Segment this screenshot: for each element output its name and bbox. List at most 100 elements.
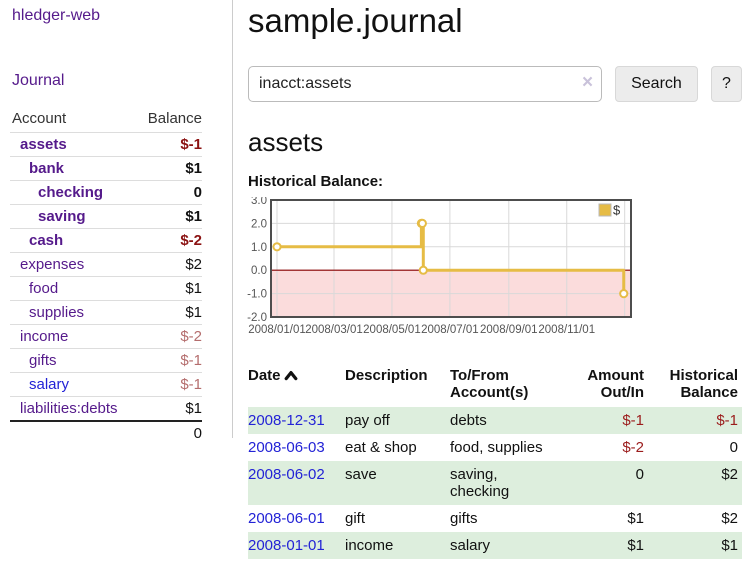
- clear-search-icon[interactable]: ×: [582, 72, 594, 93]
- account-link[interactable]: saving: [38, 208, 86, 225]
- transaction-description: gift: [345, 510, 366, 527]
- accounts-table-header: Account Balance: [10, 108, 202, 133]
- account-link[interactable]: expenses: [20, 256, 85, 273]
- account-link[interactable]: salary: [29, 376, 70, 393]
- page-title: sample.journal: [248, 2, 463, 39]
- account-balance: $1: [136, 300, 202, 325]
- search-button[interactable]: Search: [615, 66, 698, 102]
- transaction-description: income: [345, 537, 394, 554]
- transaction-historical-balance: 0: [729, 439, 738, 456]
- account-link[interactable]: assets: [20, 136, 67, 153]
- transaction-amount: $1: [627, 537, 644, 554]
- account-balance: 0: [136, 180, 202, 205]
- transaction-historical-balance: $2: [721, 510, 738, 527]
- account-row: income $-2: [10, 324, 202, 349]
- account-balance: $1: [136, 156, 202, 181]
- transaction-historical-balance: $-1: [716, 412, 738, 429]
- x-tick-label: 2008/07/01: [421, 324, 479, 336]
- app-brand-link[interactable]: hledger-web: [12, 7, 101, 24]
- account-row: salary $-1: [10, 372, 202, 397]
- accounts-total-row: 0: [10, 420, 202, 444]
- account-balance: $-1: [136, 348, 202, 373]
- register-row: 2008-06-01 gift gifts $1 $2: [248, 505, 742, 532]
- transaction-date-link[interactable]: 2008-06-03: [248, 439, 325, 456]
- account-balance: $-2: [136, 228, 202, 253]
- account-link[interactable]: gifts: [29, 352, 57, 369]
- transaction-date-link[interactable]: 2008-01-01: [248, 537, 325, 554]
- register-table: Date Description To/From Account(s) Amou…: [248, 363, 742, 559]
- account-link[interactable]: checking: [38, 184, 104, 201]
- account-row: bank $1: [10, 156, 202, 181]
- account-balance: $1: [136, 204, 202, 229]
- account-heading: assets: [248, 127, 324, 157]
- transaction-accounts: debts: [450, 412, 487, 429]
- balance-column-header: Balance: [147, 110, 202, 127]
- account-balance: $1: [136, 396, 202, 421]
- account-row: supplies $1: [10, 300, 202, 325]
- account-row: saving $1: [10, 204, 202, 229]
- transaction-date-link[interactable]: 2008-06-02: [248, 466, 325, 483]
- y-tick-label: 0.0: [251, 265, 267, 277]
- transaction-description: pay off: [345, 412, 390, 429]
- account-link[interactable]: bank: [29, 160, 65, 177]
- accounts-table: Account Balance assets $-1 bank $1 check…: [10, 108, 202, 444]
- transaction-accounts: gifts: [450, 510, 478, 527]
- sidebar: hledger-web Journal Account Balance asse…: [0, 0, 233, 444]
- transaction-accounts: salary: [450, 537, 491, 554]
- account-balance: $2: [136, 252, 202, 277]
- register-row: 2008-06-03 eat & shop food, supplies $-2…: [248, 434, 742, 461]
- account-balance: $-1: [136, 372, 202, 397]
- tofrom-column-header: To/From Account(s): [450, 367, 529, 401]
- account-link[interactable]: income: [20, 328, 69, 345]
- account-column-header: Account: [12, 110, 67, 127]
- transaction-accounts: saving, checking: [450, 466, 510, 500]
- account-link[interactable]: food: [29, 280, 59, 297]
- transaction-historical-balance: $1: [721, 537, 738, 554]
- account-row: checking 0: [10, 180, 202, 205]
- y-tick-label: 1.0: [251, 242, 267, 254]
- amount-column-header: Amount Out/In: [587, 367, 644, 401]
- x-tick-label: 2008/03/01: [305, 324, 363, 336]
- register-row: 2008-12-31 pay off debts $-1 $-1: [248, 407, 742, 434]
- account-row: gifts $-1: [10, 348, 202, 373]
- x-tick-label: 2008/09/01: [480, 324, 538, 336]
- account-balance: $-2: [136, 324, 202, 349]
- y-tick-label: 3.0: [251, 197, 267, 207]
- transaction-date-link[interactable]: 2008-06-01: [248, 510, 325, 527]
- x-tick-label: 2008/05/01: [363, 324, 421, 336]
- date-column-header[interactable]: Date: [248, 363, 345, 407]
- y-tick-label: -1.0: [247, 289, 267, 301]
- historical-column-header: Historical Balance: [669, 367, 738, 401]
- help-button[interactable]: ?: [710, 66, 742, 102]
- transaction-historical-balance: $2: [721, 466, 738, 483]
- data-point-marker: [272, 242, 282, 252]
- transaction-date-link[interactable]: 2008-12-31: [248, 412, 325, 429]
- transaction-amount: $-2: [622, 439, 644, 456]
- x-tick-label: 2008/01/01: [248, 324, 306, 336]
- sidebar-item-journal[interactable]: Journal: [12, 72, 65, 89]
- data-point-marker: [619, 289, 629, 299]
- transaction-accounts: food, supplies: [450, 439, 543, 456]
- y-tick-label: -2.0: [247, 312, 267, 324]
- register-row: 2008-01-01 income salary $1 $1: [248, 532, 742, 559]
- register-row: 2008-06-02 save saving, checking 0 $2: [248, 461, 742, 505]
- account-row: cash $-2: [10, 228, 202, 253]
- historical-balance-chart: $3.0 2.0 1.0 0.0 -1.0 -2.0 2008/01/01 2008/03/0…: [245, 195, 742, 347]
- chart-border: [270, 199, 632, 318]
- transaction-description: eat & shop: [345, 439, 417, 456]
- chart-title: Historical Balance:: [248, 173, 384, 190]
- transaction-description: save: [345, 466, 377, 483]
- search-input[interactable]: [248, 66, 603, 102]
- account-link[interactable]: cash: [29, 232, 64, 249]
- description-column-header: Description: [345, 367, 428, 384]
- account-link[interactable]: supplies: [29, 304, 85, 321]
- sort-ascending-icon: [284, 371, 297, 381]
- register-header-row: Date Description To/From Account(s) Amou…: [248, 363, 742, 407]
- x-tick-label: 2008/11/01: [538, 324, 595, 336]
- accounts-total-value: 0: [136, 420, 202, 444]
- account-row: assets $-1: [10, 132, 202, 157]
- search-bar: × Search ?: [248, 66, 742, 102]
- account-balance: $-1: [136, 132, 202, 157]
- account-link[interactable]: liabilities:debts: [20, 400, 118, 417]
